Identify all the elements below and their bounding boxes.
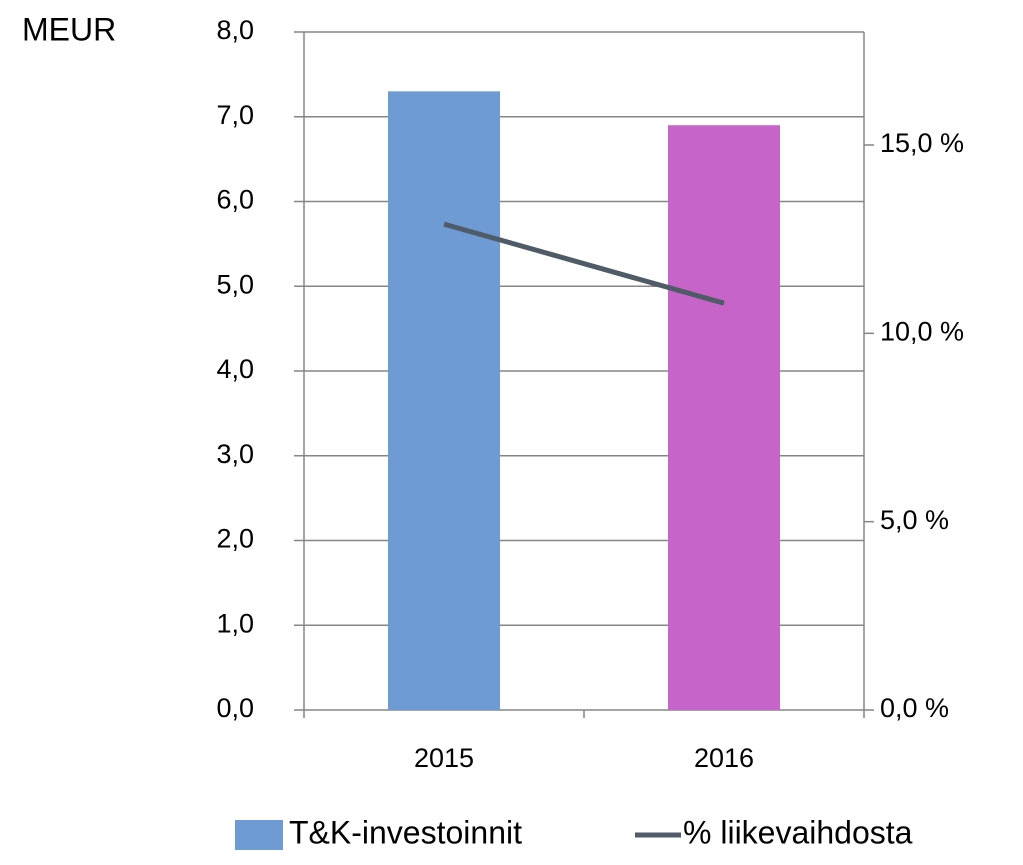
x-tick-label: 2015 — [414, 743, 474, 773]
y-tick-label: 2,0 — [216, 524, 254, 554]
legend-swatch — [235, 820, 283, 850]
x-tick-label: 2016 — [694, 743, 754, 773]
y-tick-label: 3,0 — [216, 439, 254, 469]
y-tick-label: 6,0 — [216, 185, 254, 215]
legend-label: % liikevaihdosta — [683, 814, 913, 850]
y-tick-label: 0,0 — [216, 693, 254, 723]
legend-label: T&K-investoinnit — [289, 814, 522, 850]
bar — [668, 125, 780, 711]
y2-tick-label: 10,0 % — [880, 316, 964, 346]
bar — [388, 91, 500, 710]
y-tick-label: 4,0 — [216, 354, 254, 384]
y2-tick-label: 5,0 % — [880, 505, 949, 535]
y-tick-label: 1,0 — [216, 608, 254, 638]
y-tick-label: 5,0 — [216, 269, 254, 299]
line — [443, 221, 725, 306]
y-axis-label: MEUR — [22, 11, 116, 47]
y-tick-label: 8,0 — [216, 15, 254, 45]
y2-tick-label: 0,0 % — [880, 693, 949, 723]
y2-tick-label: 15,0 % — [880, 128, 964, 158]
y-tick-label: 7,0 — [216, 100, 254, 130]
